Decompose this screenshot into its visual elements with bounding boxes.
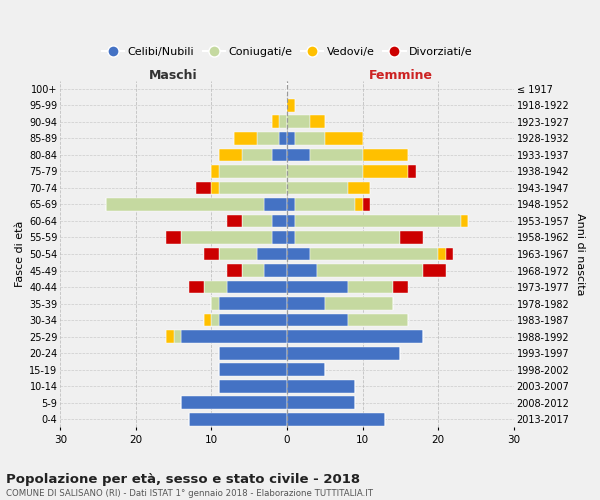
Bar xyxy=(211,314,219,326)
Bar xyxy=(287,132,295,145)
Bar xyxy=(257,132,280,145)
Bar xyxy=(219,363,287,376)
Bar xyxy=(287,231,295,244)
Bar xyxy=(242,214,272,228)
Bar xyxy=(204,280,227,293)
Bar xyxy=(181,330,287,343)
Bar xyxy=(310,248,438,260)
Bar xyxy=(257,248,287,260)
Legend: Celibi/Nubili, Coniugati/e, Vedovi/e, Divorziati/e: Celibi/Nubili, Coniugati/e, Vedovi/e, Di… xyxy=(100,44,475,59)
Bar xyxy=(423,264,446,277)
Bar xyxy=(295,198,355,211)
Bar xyxy=(196,182,211,194)
Bar xyxy=(400,231,423,244)
Bar xyxy=(287,396,355,409)
Bar xyxy=(295,231,400,244)
Bar xyxy=(219,165,287,178)
Bar xyxy=(189,412,287,426)
Bar xyxy=(227,280,287,293)
Bar xyxy=(265,264,287,277)
Bar xyxy=(310,116,325,128)
Bar xyxy=(347,314,408,326)
Bar xyxy=(227,214,242,228)
Bar xyxy=(362,165,408,178)
Bar xyxy=(166,330,173,343)
Bar xyxy=(287,116,310,128)
Bar xyxy=(287,165,362,178)
Text: Femmine: Femmine xyxy=(368,70,433,82)
Bar xyxy=(393,280,408,293)
Bar xyxy=(287,380,355,392)
Bar xyxy=(219,148,242,162)
Bar xyxy=(166,231,181,244)
Bar xyxy=(287,248,310,260)
Bar xyxy=(181,396,287,409)
Bar xyxy=(325,132,362,145)
Bar xyxy=(287,363,325,376)
Bar xyxy=(181,231,272,244)
Bar xyxy=(325,297,393,310)
Bar xyxy=(204,314,211,326)
Bar xyxy=(355,198,362,211)
Bar xyxy=(446,248,454,260)
Bar xyxy=(287,412,385,426)
Bar xyxy=(272,116,280,128)
Bar xyxy=(287,330,423,343)
Bar xyxy=(219,346,287,360)
Bar xyxy=(310,148,362,162)
Bar xyxy=(438,248,446,260)
Bar xyxy=(461,214,469,228)
Text: COMUNE DI SALISANO (RI) - Dati ISTAT 1° gennaio 2018 - Elaborazione TUTTITALIA.I: COMUNE DI SALISANO (RI) - Dati ISTAT 1° … xyxy=(6,489,373,498)
Bar xyxy=(347,280,393,293)
Bar xyxy=(295,132,325,145)
Text: Popolazione per età, sesso e stato civile - 2018: Popolazione per età, sesso e stato civil… xyxy=(6,472,360,486)
Bar xyxy=(362,148,408,162)
Bar xyxy=(287,297,325,310)
Text: Maschi: Maschi xyxy=(149,70,198,82)
Bar xyxy=(204,248,219,260)
Bar xyxy=(219,182,287,194)
Bar xyxy=(272,231,287,244)
Bar xyxy=(287,264,317,277)
Bar xyxy=(106,198,265,211)
Y-axis label: Anni di nascita: Anni di nascita xyxy=(575,213,585,296)
Bar xyxy=(317,264,423,277)
Bar xyxy=(287,99,295,112)
Bar xyxy=(227,264,242,277)
Bar xyxy=(242,148,272,162)
Bar xyxy=(211,165,219,178)
Bar xyxy=(287,346,400,360)
Bar xyxy=(295,214,461,228)
Bar xyxy=(173,330,181,343)
Bar xyxy=(287,148,310,162)
Bar xyxy=(272,148,287,162)
Bar xyxy=(287,314,347,326)
Bar xyxy=(287,182,347,194)
Y-axis label: Fasce di età: Fasce di età xyxy=(15,221,25,287)
Bar xyxy=(211,182,219,194)
Bar xyxy=(211,297,219,310)
Bar xyxy=(219,314,287,326)
Bar xyxy=(272,214,287,228)
Bar xyxy=(287,280,347,293)
Bar xyxy=(347,182,370,194)
Bar xyxy=(219,380,287,392)
Bar xyxy=(242,264,265,277)
Bar xyxy=(287,198,295,211)
Bar xyxy=(265,198,287,211)
Bar xyxy=(189,280,204,293)
Bar xyxy=(408,165,416,178)
Bar xyxy=(280,132,287,145)
Bar xyxy=(219,248,257,260)
Bar xyxy=(362,198,370,211)
Bar xyxy=(219,297,287,310)
Bar xyxy=(287,214,295,228)
Bar xyxy=(234,132,257,145)
Bar xyxy=(280,116,287,128)
